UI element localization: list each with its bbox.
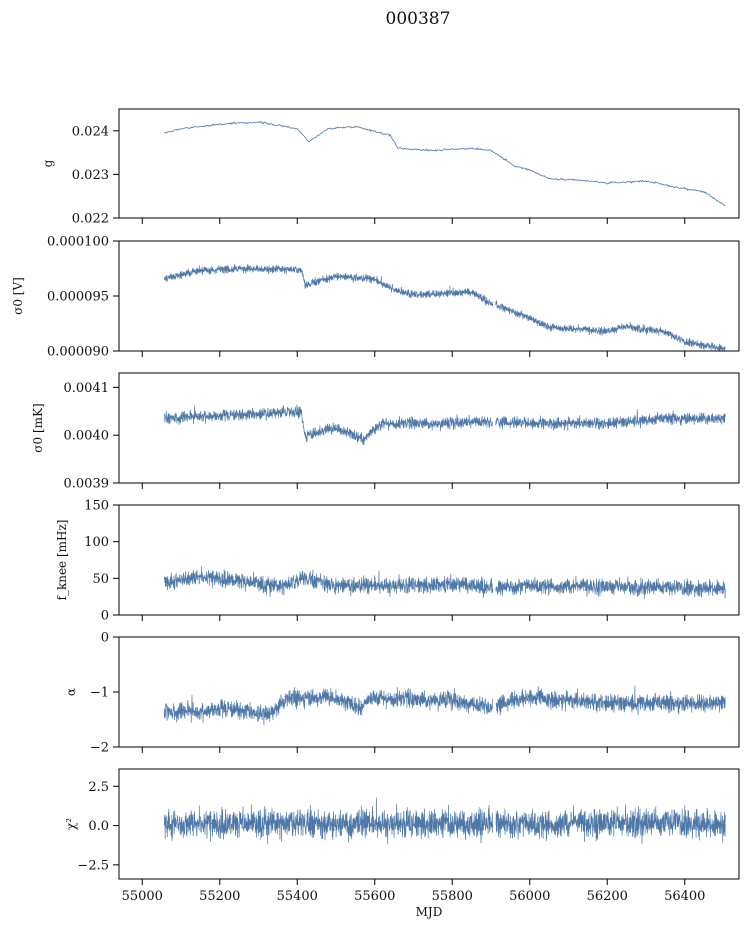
x-tick-label: 56200: [587, 889, 628, 904]
axes-frame: [118, 768, 740, 880]
x-tick-label: 55600: [354, 889, 395, 904]
y-axis-label: σ0 [mK]: [31, 403, 45, 452]
y-tick-label: 0.0040: [64, 429, 110, 444]
axes-frame: [118, 372, 740, 484]
series-line-g: [164, 120, 726, 206]
axes-frame: [118, 504, 740, 616]
y-tick-label: 0: [101, 609, 109, 624]
panel-sigma0_mK: 0.0039 0.0040 0.0041 σ0 [mK]: [31, 372, 740, 492]
y-tick-label: 0.023: [72, 168, 109, 183]
y-tick-label: −2: [90, 741, 109, 756]
y-tick-label: 0.000090: [47, 345, 109, 360]
x-tick-label: 55800: [432, 889, 473, 904]
y-tick-label: 0.0: [88, 819, 109, 834]
y-tick-label: 0.000100: [47, 235, 109, 250]
y-tick-label: 0.000095: [47, 290, 109, 305]
y-tick-label: 0.0039: [64, 477, 110, 492]
panel-g: 0.022 0.023 0.024 g: [41, 108, 740, 227]
y-axis-label: α: [64, 688, 78, 696]
y-tick-label: 100: [84, 535, 109, 550]
panel-sigma0_V: 0.000090 0.000095 0.000100 σ0 [V]: [11, 235, 740, 360]
x-tick-label: 55200: [199, 889, 240, 904]
y-axis-label: f_knee [mHz]: [55, 520, 69, 601]
series-line-f_knee: [163, 566, 726, 600]
axes-frame: [118, 108, 740, 219]
y-tick-label: 0.0041: [64, 381, 110, 396]
series-line-sigma0_mK: [163, 404, 726, 445]
y-tick-label: 150: [84, 499, 109, 514]
y-axis-label: σ0 [V]: [11, 277, 25, 315]
y-tick-label: −2.5: [77, 858, 109, 873]
series-line-sigma0_V: [163, 264, 726, 351]
y-tick-label: 2.5: [88, 780, 109, 795]
panel-f_knee: 0 50 100 150 f_knee [mHz]: [55, 499, 740, 624]
x-axis-label: MJD: [416, 905, 443, 919]
y-axis-label: g: [41, 159, 55, 167]
axes-frame: [118, 240, 740, 352]
panel-alpha: −2 −1 0 α: [64, 631, 740, 756]
series-line-alpha: [163, 685, 726, 726]
x-tick-label: 56400: [664, 889, 705, 904]
axes-frame: [118, 636, 740, 748]
x-tick-label: 55400: [277, 889, 318, 904]
figure-title: 000387: [386, 9, 451, 29]
y-tick-label: 0.022: [72, 212, 109, 227]
series-line-chi2: [163, 797, 726, 845]
y-tick-label: −1: [90, 686, 109, 701]
y-axis-label: χ²: [64, 818, 78, 830]
y-tick-label: 0: [101, 631, 109, 646]
y-tick-label: 50: [92, 572, 109, 587]
y-tick-label: 0.024: [72, 124, 109, 139]
panel-chi2: −2.5 0.0 2.5 55000 55200 55400 55600 55800 56000…: [64, 768, 740, 919]
x-tick-label: 55000: [122, 889, 163, 904]
x-tick-label: 56000: [509, 889, 550, 904]
